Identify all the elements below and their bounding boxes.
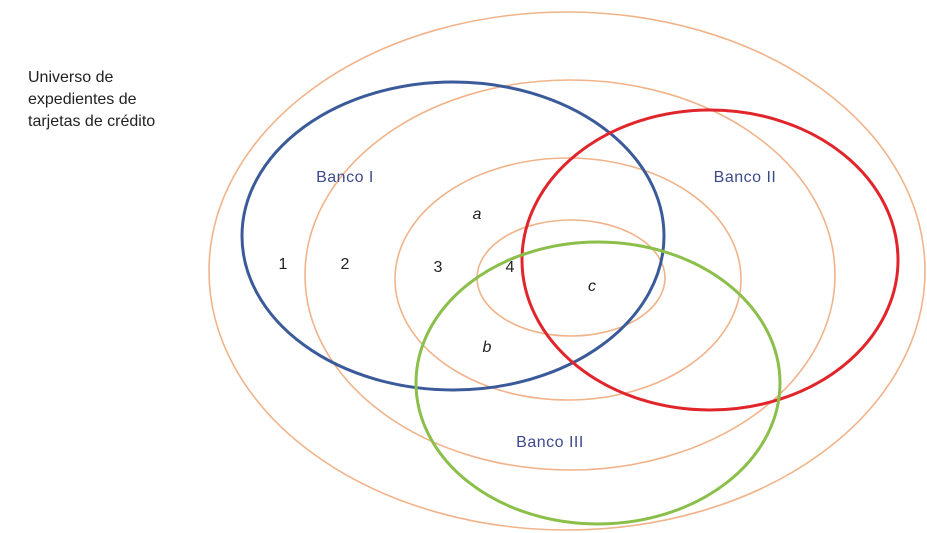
region-label: a: [473, 206, 482, 223]
bank-circle: [520, 108, 900, 412]
bank-label: Banco I: [316, 169, 374, 186]
bank-label: Banco III: [516, 434, 584, 451]
region-label: b: [483, 339, 492, 356]
stratum-ring: [476, 219, 666, 337]
stratum-ring: [304, 79, 836, 471]
universe-label: tarjetas de crédito: [28, 113, 155, 130]
bank-circle: [240, 80, 666, 392]
bank-label: Banco II: [714, 169, 777, 186]
stratum-label: 2: [341, 256, 350, 273]
universe-label: Universo de: [28, 69, 113, 86]
universe-label: expedientes de: [28, 91, 137, 108]
stratum-label: 4: [506, 259, 515, 276]
stratum-label: 1: [279, 256, 288, 273]
stratum-ring: [208, 11, 926, 531]
region-label: c: [588, 278, 596, 295]
bank-circle: [414, 240, 782, 526]
stratum-label: 3: [434, 259, 443, 276]
stratum-ring: [394, 157, 742, 401]
